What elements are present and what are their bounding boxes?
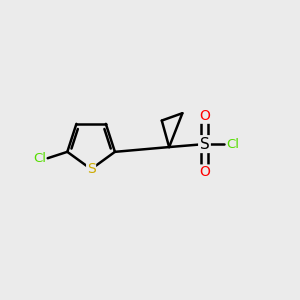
Text: S: S [87, 162, 95, 176]
Text: S: S [200, 136, 209, 152]
Text: O: O [199, 109, 210, 123]
Text: O: O [199, 165, 210, 179]
Text: Cl: Cl [226, 138, 240, 151]
Text: Cl: Cl [33, 152, 46, 165]
